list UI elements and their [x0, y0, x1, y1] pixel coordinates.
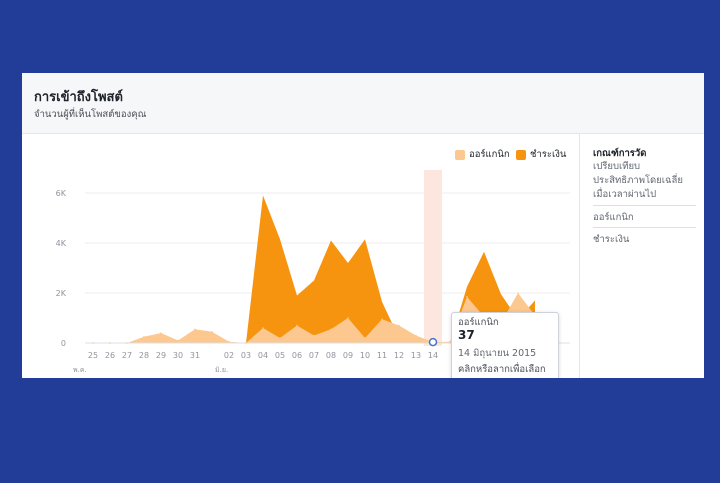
y-tick-label: 0 [61, 339, 66, 348]
sidebar-item-organic[interactable]: ออร์แกนิก [593, 212, 634, 223]
x-tick-label: 26 [105, 351, 115, 360]
organic-point [228, 340, 230, 343]
x-tick-label: 06 [292, 351, 302, 360]
metrics-heading: เกณฑ์การวัด [593, 148, 647, 159]
highlight-band [424, 170, 442, 346]
organic-point [398, 324, 400, 327]
card-subtitle: จำนวนผู้ที่เห็นโพสต์ของคุณ [34, 109, 147, 120]
organic-point [211, 330, 213, 333]
x-tick-label: 11 [377, 351, 387, 360]
organic-point [126, 342, 128, 344]
x-tick-label: 28 [139, 351, 149, 360]
organic-point [194, 328, 196, 331]
x-tick-label: 31 [190, 351, 200, 360]
tooltip-value: 37 [458, 328, 475, 342]
tooltip-hint: คลิกหรือลากเพื่อเลือก [458, 364, 546, 375]
paid-swatch-icon [516, 149, 526, 160]
compare-line-1: เปรียบเทียบ [593, 161, 641, 172]
organic-point [245, 342, 247, 344]
x-tick-label: 10 [360, 351, 370, 360]
month-label: พ.ค. [73, 366, 87, 374]
tooltip-label: ออร์แกนิก [458, 317, 499, 328]
x-tick-label: 30 [173, 351, 183, 360]
metrics-sidebar: เกณฑ์การวัด เปรียบเทียบ ประสิทธิภาพโดยเฉ… [579, 134, 704, 378]
sidebar-divider [593, 205, 696, 206]
legend-paid[interactable]: ชำระเงิน [516, 147, 566, 162]
chart-tooltip: ออร์แกนิก 37 14 มิถุนายน 2015 คลิกหรือลา… [451, 312, 559, 378]
sidebar-divider [593, 227, 696, 228]
compare-average-link[interactable]: เปรียบเทียบ ประสิทธิภาพโดยเฉลี่ย เมื่อเว… [593, 160, 683, 202]
organic-point [296, 324, 298, 327]
organic-point [160, 332, 162, 334]
post-reach-card: การเข้าถึงโพสต์ จำนวนผู้ที่เห็นโพสต์ของค… [22, 73, 704, 378]
organic-point [466, 295, 468, 298]
x-tick-label: 13 [411, 351, 421, 360]
organic-point [415, 334, 417, 337]
legend-paid-label: ชำระเงิน [530, 149, 567, 160]
compare-line-3: เมื่อเวลาผ่านไป [593, 189, 657, 200]
month-label: มิ.ย. [215, 366, 228, 374]
organic-point [109, 342, 111, 344]
x-tick-label: 07 [309, 351, 319, 360]
organic-series-area [93, 293, 535, 343]
legend-organic[interactable]: ออร์แกนิก [455, 147, 510, 162]
organic-point [313, 334, 315, 337]
y-tick-label: 4K [56, 239, 67, 248]
x-tick-label: 27 [122, 351, 132, 360]
x-tick-label: 05 [275, 351, 285, 360]
organic-point [143, 335, 145, 338]
organic-point [92, 342, 94, 344]
x-tick-label: 14 [428, 351, 438, 360]
compare-line-2: ประสิทธิภาพโดยเฉลี่ย [593, 175, 683, 186]
organic-point [279, 337, 281, 339]
organic-point [381, 318, 383, 321]
x-tick-label: 03 [241, 351, 251, 360]
y-tick-label: 6K [56, 189, 67, 198]
x-tick-label: 29 [156, 351, 166, 360]
sidebar-item-paid[interactable]: ชำระเงิน [593, 234, 630, 245]
x-tick-label: 12 [394, 351, 404, 360]
organic-point [330, 328, 332, 331]
card-header: การเข้าถึงโพสต์ จำนวนผู้ที่เห็นโพสต์ของค… [22, 73, 704, 134]
x-tick-label: 02 [224, 351, 234, 360]
tooltip-date: 14 มิถุนายน 2015 [458, 348, 537, 359]
organic-point [517, 292, 519, 294]
organic-point [177, 339, 179, 342]
organic-point [347, 317, 349, 319]
y-tick-label: 2K [56, 289, 67, 298]
organic-point [449, 340, 451, 343]
organic-point [262, 327, 264, 329]
x-tick-label: 25 [88, 351, 98, 360]
selected-point-marker [428, 337, 438, 347]
legend-organic-label: ออร์แกนิก [469, 149, 510, 160]
x-tick-label: 09 [343, 351, 353, 360]
card-title: การเข้าถึงโพสต์ [34, 90, 123, 105]
x-tick-label: 08 [326, 351, 336, 360]
x-tick-label: 04 [258, 351, 268, 360]
organic-swatch-icon [455, 149, 465, 160]
organic-point [364, 337, 366, 339]
